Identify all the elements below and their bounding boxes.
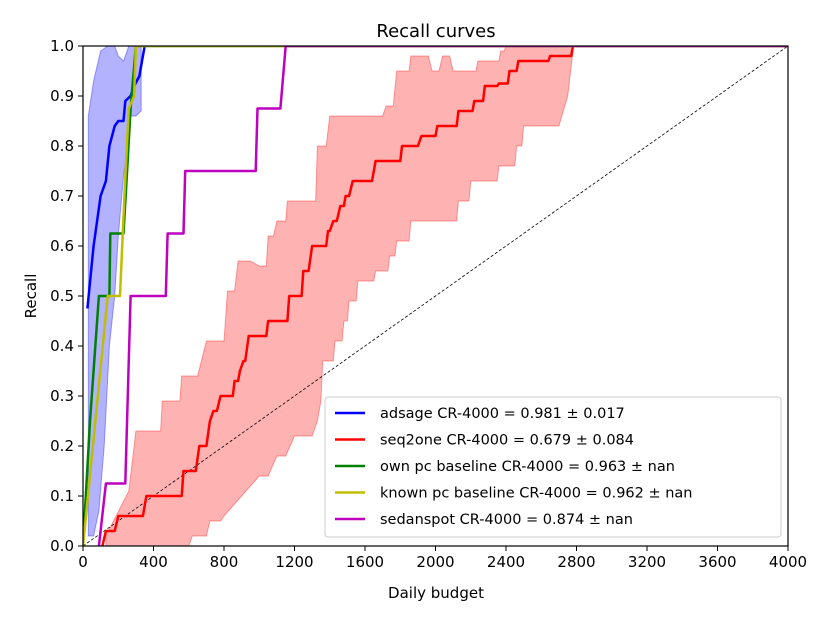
x-tick-label: 0 bbox=[78, 553, 88, 571]
series-line-3 bbox=[83, 46, 788, 546]
x-tick-label: 800 bbox=[210, 553, 239, 571]
series-line-2 bbox=[83, 46, 788, 546]
y-tick-label: 0.5 bbox=[50, 287, 74, 305]
x-tick-label: 2400 bbox=[487, 553, 525, 571]
x-tick-label: 2000 bbox=[416, 553, 454, 571]
y-tick-label: 0.9 bbox=[50, 87, 74, 105]
y-tick-label: 0.3 bbox=[50, 387, 74, 405]
confidence-band-1 bbox=[105, 46, 574, 546]
y-tick-label: 0.4 bbox=[50, 337, 74, 355]
series-line-1 bbox=[101, 46, 575, 546]
y-tick-label: 0.6 bbox=[50, 237, 74, 255]
x-tick-label: 2800 bbox=[557, 553, 595, 571]
axes: 0 400 800 1200 1600 2000 2400 2800 3200 3600 4000 0… bbox=[50, 37, 807, 571]
x-axis-title: Daily budget bbox=[388, 584, 484, 602]
x-tick-label: 400 bbox=[139, 553, 168, 571]
legend: adsage CR-4000 = 0.981 ± 0.017 seq2one CR… bbox=[324, 396, 782, 538]
y-tick-label: 0.8 bbox=[50, 137, 74, 155]
y-tick-label: 1.0 bbox=[50, 37, 74, 55]
legend-label-0: adsage CR-4000 = 0.981 ± 0.017 bbox=[380, 406, 625, 422]
confidence-band-0 bbox=[87, 46, 142, 537]
plot-area bbox=[83, 46, 788, 546]
legend-box bbox=[324, 396, 782, 538]
diagonal-reference-line bbox=[83, 46, 788, 546]
x-tick-label: 1200 bbox=[275, 553, 313, 571]
series-line-0 bbox=[86, 46, 146, 309]
x-tick-label: 4000 bbox=[769, 553, 807, 571]
x-tick-label: 3200 bbox=[628, 553, 666, 571]
legend-label-4: sedanspot CR-4000 = 0.874 ± nan bbox=[380, 512, 633, 528]
legend-label-3: known pc baseline CR-4000 = 0.962 ± nan bbox=[380, 486, 693, 502]
y-axis-title: Recall bbox=[22, 274, 40, 319]
y-tick-label: 0.1 bbox=[50, 487, 74, 505]
legend-label-2: own pc baseline CR-4000 = 0.963 ± nan bbox=[380, 459, 675, 475]
y-tick-label: 0.2 bbox=[50, 437, 74, 455]
legend-label-1: seq2one CR-4000 = 0.679 ± 0.084 bbox=[380, 433, 634, 449]
chart-title: Recall curves bbox=[376, 21, 495, 42]
series-line-4 bbox=[97, 46, 788, 546]
y-tick-label: 0.7 bbox=[50, 187, 74, 205]
x-tick-label: 1600 bbox=[346, 553, 384, 571]
plot-clip-group bbox=[83, 46, 788, 546]
y-tick-label: 0.0 bbox=[50, 537, 74, 555]
x-tick-label: 3600 bbox=[698, 553, 736, 571]
